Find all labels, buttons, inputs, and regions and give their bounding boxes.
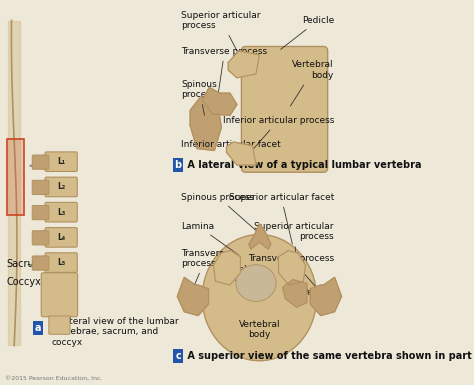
Text: A lateral view of the lumbar
vertebrae, sacrum, and
coccyx: A lateral view of the lumbar vertebrae, …: [52, 317, 178, 346]
Text: Superior articular
process: Superior articular process: [182, 11, 261, 52]
Text: L₃: L₃: [57, 208, 65, 217]
FancyBboxPatch shape: [45, 177, 77, 197]
Text: Vertebral
foramen: Vertebral foramen: [221, 265, 263, 285]
Text: Transverse
process: Transverse process: [182, 249, 230, 290]
FancyBboxPatch shape: [32, 180, 49, 194]
Polygon shape: [9, 20, 20, 345]
Polygon shape: [279, 251, 306, 285]
FancyBboxPatch shape: [241, 47, 328, 172]
Text: Coccyx: Coccyx: [7, 277, 49, 287]
Text: A superior view of the same vertebra shown in part b: A superior view of the same vertebra sho…: [184, 351, 474, 361]
Polygon shape: [177, 277, 209, 316]
FancyBboxPatch shape: [45, 152, 77, 171]
Text: Sacrum: Sacrum: [7, 259, 44, 269]
Text: Superior articular
process: Superior articular process: [255, 222, 334, 263]
Text: Superior articular facet: Superior articular facet: [228, 192, 334, 244]
Text: b: b: [174, 160, 182, 170]
FancyBboxPatch shape: [45, 253, 77, 272]
Text: Pedicle: Pedicle: [281, 16, 334, 49]
Text: Spinous process: Spinous process: [182, 192, 256, 231]
Text: L₂: L₂: [57, 182, 65, 191]
FancyBboxPatch shape: [32, 256, 49, 270]
Polygon shape: [202, 87, 237, 115]
Polygon shape: [283, 280, 307, 307]
Text: Transverse process: Transverse process: [182, 47, 268, 94]
FancyBboxPatch shape: [32, 155, 49, 169]
Polygon shape: [202, 234, 317, 361]
Text: A lateral view of a typical lumbar vertebra: A lateral view of a typical lumbar verte…: [184, 160, 422, 170]
Polygon shape: [310, 277, 341, 316]
Polygon shape: [228, 51, 259, 78]
FancyBboxPatch shape: [45, 203, 77, 222]
Text: L₅: L₅: [57, 258, 65, 267]
Text: L₄: L₄: [57, 233, 65, 242]
Polygon shape: [249, 224, 271, 249]
FancyBboxPatch shape: [49, 316, 70, 334]
FancyBboxPatch shape: [32, 231, 49, 245]
Text: Pedicle: Pedicle: [299, 288, 334, 297]
Polygon shape: [236, 265, 276, 301]
Text: c: c: [175, 351, 181, 361]
Polygon shape: [227, 142, 256, 165]
FancyBboxPatch shape: [7, 139, 24, 216]
FancyBboxPatch shape: [41, 273, 78, 317]
Text: Vertebral
body: Vertebral body: [238, 320, 280, 339]
Text: Spinous
process: Spinous process: [182, 80, 217, 115]
Text: Transverse process: Transverse process: [248, 254, 334, 291]
Text: Vertebral
body: Vertebral body: [291, 60, 334, 106]
Polygon shape: [190, 97, 221, 151]
FancyBboxPatch shape: [45, 228, 77, 247]
Text: Lamina: Lamina: [182, 222, 239, 255]
Text: L₁: L₁: [57, 157, 65, 166]
FancyBboxPatch shape: [32, 206, 49, 220]
Text: Inferior articular facet: Inferior articular facet: [182, 140, 281, 161]
Text: Inferior articular process: Inferior articular process: [222, 116, 334, 153]
Text: a: a: [35, 323, 41, 333]
Polygon shape: [213, 251, 240, 285]
Text: ©2015 Pearson Education, Inc.: ©2015 Pearson Education, Inc.: [5, 375, 102, 380]
